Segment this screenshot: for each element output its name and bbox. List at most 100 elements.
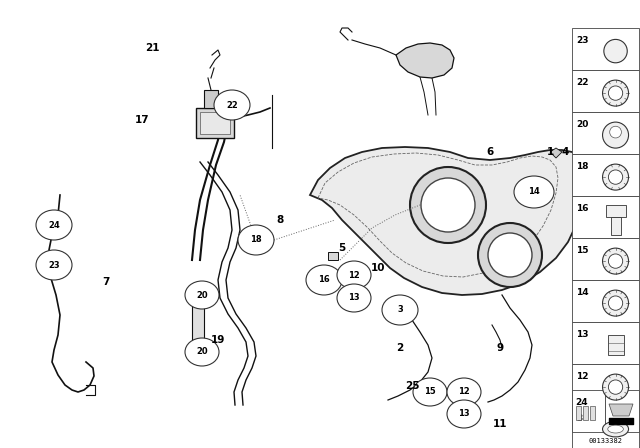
Text: 2: 2 (396, 343, 404, 353)
Text: 1: 1 (547, 147, 554, 157)
Text: 17: 17 (134, 115, 149, 125)
Ellipse shape (214, 90, 250, 120)
Circle shape (609, 380, 623, 394)
Text: 24: 24 (48, 220, 60, 229)
Ellipse shape (36, 250, 72, 280)
Circle shape (421, 178, 475, 232)
Bar (204, 90, 218, 108)
Circle shape (602, 80, 628, 106)
Text: 22: 22 (226, 100, 238, 109)
Circle shape (602, 122, 628, 148)
Text: 24: 24 (575, 398, 588, 407)
Ellipse shape (192, 302, 204, 306)
Text: 13: 13 (458, 409, 470, 418)
Text: 12: 12 (348, 271, 360, 280)
Bar (572, 154, 639, 196)
Bar (572, 280, 639, 322)
Ellipse shape (514, 176, 554, 208)
Ellipse shape (192, 340, 204, 345)
Ellipse shape (238, 225, 274, 255)
Bar (572, 112, 639, 154)
Text: 19: 19 (211, 335, 225, 345)
Bar (572, 238, 639, 280)
Bar (328, 252, 338, 260)
Polygon shape (550, 148, 562, 158)
Text: 21: 21 (145, 43, 159, 53)
Text: 8: 8 (276, 215, 284, 225)
Text: 25: 25 (404, 381, 419, 391)
Text: 15: 15 (424, 388, 436, 396)
Circle shape (478, 223, 542, 287)
Circle shape (602, 374, 628, 400)
Text: 15: 15 (576, 246, 589, 255)
Circle shape (604, 39, 627, 63)
Circle shape (609, 296, 623, 310)
Ellipse shape (185, 338, 219, 366)
Text: 00133382: 00133382 (589, 438, 623, 444)
Ellipse shape (447, 400, 481, 428)
Text: 13: 13 (348, 293, 360, 302)
Text: 16: 16 (318, 276, 330, 284)
Bar (583, 406, 588, 420)
Text: 22: 22 (576, 78, 589, 87)
Bar (605, 205, 625, 217)
Text: 3: 3 (397, 306, 403, 314)
Polygon shape (609, 404, 633, 416)
Ellipse shape (306, 265, 342, 295)
Bar (572, 406, 639, 448)
Text: 13: 13 (576, 330, 589, 339)
Bar (572, 390, 605, 432)
Circle shape (410, 167, 486, 243)
Text: 12: 12 (576, 372, 589, 381)
Bar (605, 390, 639, 432)
Text: 18: 18 (250, 236, 262, 245)
Text: 5: 5 (339, 243, 346, 253)
Circle shape (610, 126, 621, 138)
Text: 6: 6 (486, 147, 493, 157)
Text: 23: 23 (576, 36, 589, 45)
Ellipse shape (36, 210, 72, 240)
Bar (611, 217, 621, 235)
Ellipse shape (608, 425, 623, 433)
Bar (192, 304, 204, 342)
Circle shape (488, 233, 532, 277)
Ellipse shape (337, 284, 371, 312)
Bar (572, 322, 639, 364)
Text: 11: 11 (493, 419, 508, 429)
Text: 18: 18 (576, 162, 589, 171)
Ellipse shape (382, 295, 418, 325)
Circle shape (609, 254, 623, 268)
Bar (572, 364, 639, 406)
Polygon shape (396, 43, 454, 78)
Bar (607, 335, 623, 355)
Text: 12: 12 (458, 388, 470, 396)
Circle shape (609, 170, 623, 184)
Bar (572, 70, 639, 112)
Bar (576, 406, 581, 420)
Text: 9: 9 (497, 343, 504, 353)
Text: 4: 4 (561, 147, 569, 157)
Bar (572, 196, 639, 238)
Circle shape (602, 164, 628, 190)
Text: 23: 23 (48, 260, 60, 270)
Bar (572, 28, 639, 70)
Text: 10: 10 (371, 263, 385, 273)
Text: 14: 14 (528, 188, 540, 197)
Bar (196, 108, 234, 138)
Ellipse shape (337, 261, 371, 289)
Circle shape (602, 248, 628, 274)
Bar (200, 112, 230, 134)
Text: 3: 3 (576, 414, 582, 423)
Polygon shape (310, 147, 587, 295)
Text: 20: 20 (196, 290, 208, 300)
Circle shape (602, 290, 628, 316)
Ellipse shape (447, 378, 481, 406)
Text: 20: 20 (196, 348, 208, 357)
Ellipse shape (413, 378, 447, 406)
Text: 16: 16 (576, 204, 589, 213)
Text: 14: 14 (576, 288, 589, 297)
Circle shape (609, 86, 623, 100)
Bar (590, 406, 595, 420)
Text: 7: 7 (102, 277, 109, 287)
Text: 20: 20 (576, 120, 588, 129)
